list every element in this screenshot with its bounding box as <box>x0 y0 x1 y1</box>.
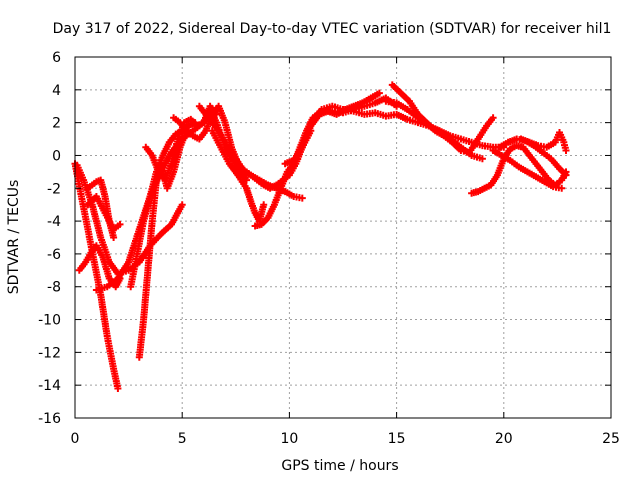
y-tick-label: 0 <box>52 148 61 164</box>
data-point <box>298 194 306 202</box>
data-point <box>489 114 497 122</box>
x-tick-label: 0 <box>71 431 80 447</box>
x-tick-label: 5 <box>178 431 187 447</box>
y-tick-label: 6 <box>52 50 61 66</box>
y-tick-label: -16 <box>38 411 61 427</box>
x-tick-label: 15 <box>388 431 406 447</box>
x-tick-label: 25 <box>602 431 620 447</box>
y-tick-label: -2 <box>47 181 61 197</box>
data-point <box>116 220 124 228</box>
data-point <box>562 171 570 179</box>
data-point <box>562 147 570 154</box>
y-tick-label: -12 <box>38 345 61 361</box>
series-track-20 <box>489 147 566 192</box>
data-point <box>178 201 186 209</box>
data-point <box>558 184 566 192</box>
y-tick-label: -4 <box>47 214 61 230</box>
series-track-21 <box>517 129 570 154</box>
series-track-5 <box>84 176 118 241</box>
data-point <box>375 89 383 97</box>
y-tick-label: -14 <box>38 378 61 394</box>
series-track-1 <box>71 160 122 392</box>
chart-title: Day 317 of 2022, Sidereal Day-to-day VTE… <box>53 21 612 37</box>
data-point <box>478 155 486 163</box>
y-axis-label: SDTVAR / TECUs <box>6 180 22 295</box>
series-track-7 <box>127 119 199 291</box>
series-track-12 <box>208 127 268 225</box>
y-tick-label: 2 <box>52 116 61 132</box>
tick-layer: -16 -14 -12 -10 -8 -6 -4 -2 0 2 4 6 0 5 10 15 20 25 <box>38 50 620 447</box>
plot-frame <box>74 56 612 419</box>
series-track-11 <box>195 102 306 202</box>
x-axis-label: GPS time / hours <box>281 458 398 474</box>
series-track-17 <box>382 97 486 163</box>
data-point <box>260 201 268 209</box>
series-layer <box>71 81 570 392</box>
x-tick-label: 10 <box>280 431 298 447</box>
data-point <box>114 385 122 392</box>
series-track-14 <box>281 89 383 168</box>
y-tick-label: -8 <box>47 280 61 296</box>
y-tick-label: 4 <box>52 83 61 99</box>
x-tick-label: 20 <box>495 431 513 447</box>
y-tick-label: -10 <box>38 313 61 329</box>
data-point <box>110 234 118 241</box>
y-tick-label: -6 <box>47 247 61 263</box>
